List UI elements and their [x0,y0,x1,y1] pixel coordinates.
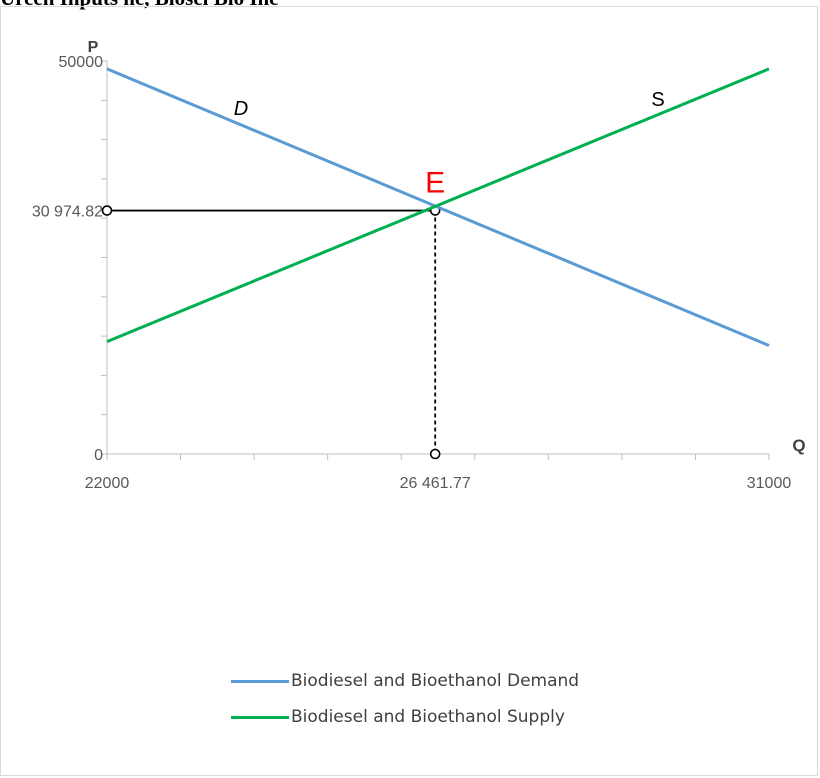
legend: Biodiesel and Bioethanol Demand Biodiese… [231,663,579,735]
supply-line [106,67,770,343]
legend-label-supply: Biodiesel and Bioethanol Supply [291,707,565,727]
chart-plot: 22000 26 461.77 31000 50000 30 974.82 0 P Q E D S [32,39,806,492]
quantity-marker [429,448,441,460]
y-tick-label: 30 974.82 [32,204,103,221]
y-tick-label: 50000 [59,54,104,71]
legend-item-supply: Biodiesel and Bioethanol Supply [231,699,579,735]
supply-curve-label: S [651,89,664,111]
x-axis-title: Q [792,436,805,455]
y-axis-title: P [88,39,99,56]
y-tick-label: 0 [94,447,103,464]
x-tick-label: 31000 [747,475,792,492]
equilibrium-label: E [425,167,445,200]
legend-swatch-supply [231,715,289,719]
chart-area: 22000 26 461.77 31000 50000 30 974.82 0 P Q E D S … [0,6,818,776]
price-marker [101,205,113,216]
x-tick-label: 26 461.77 [400,475,471,492]
legend-label-demand: Biodiesel and Bioethanol Demand [291,671,580,691]
clipped-heading-text: Ureen Inputs ne, Biosel Bio Inc [0,0,279,10]
x-tick-label: 22000 [85,475,130,492]
legend-item-demand: Biodiesel and Bioethanol Demand [231,663,579,699]
demand-curve-label: D [234,98,248,120]
demand-line [106,67,770,347]
legend-swatch-demand [231,679,289,683]
